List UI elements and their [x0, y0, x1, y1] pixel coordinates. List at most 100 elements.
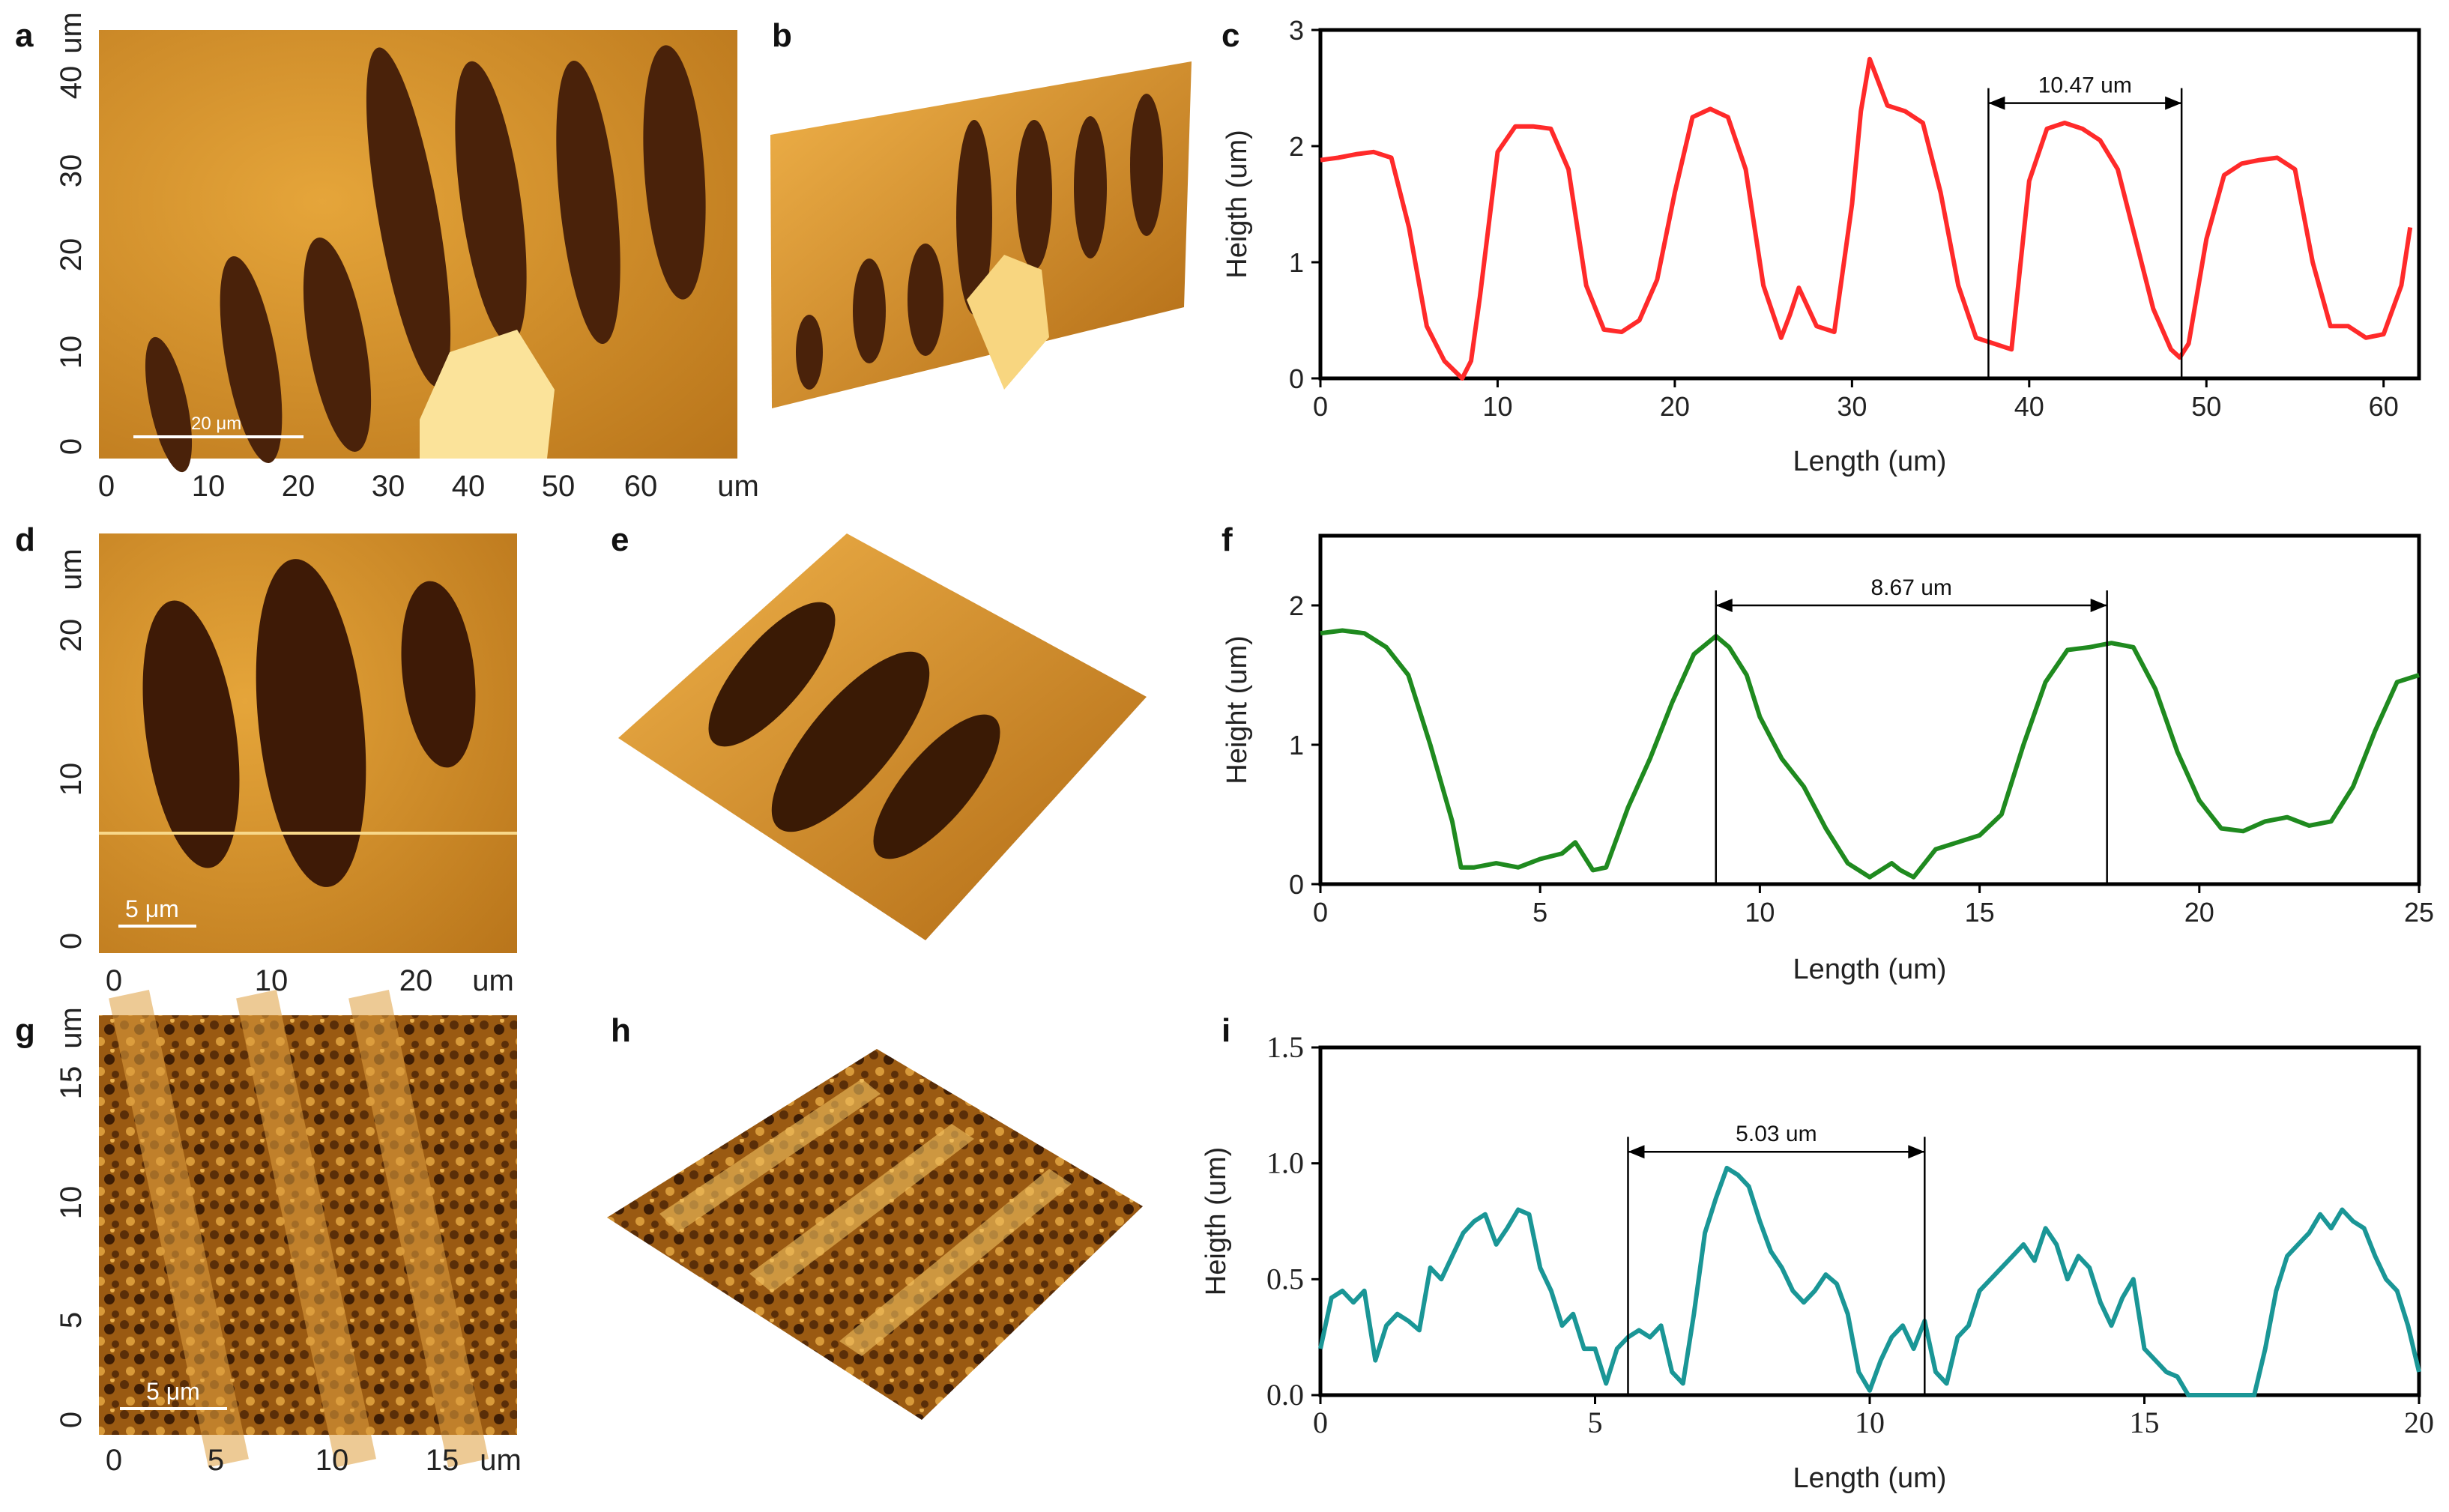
- x-tick-g-3: 15: [426, 1444, 459, 1477]
- x-tick-label-f-4: 20: [2184, 897, 2214, 928]
- panel-letter-i: i: [1222, 1012, 1230, 1049]
- y-tick-d-0: 0: [55, 933, 88, 949]
- x-tick-a-2: 20: [282, 470, 315, 503]
- y-tick-a-0: 0: [55, 438, 88, 455]
- series-line-i-0: [1318, 1165, 2421, 1397]
- x-tick-a-5: 50: [542, 470, 576, 503]
- y-axis-label-i: Heigth (um): [1201, 1147, 1232, 1296]
- y-unit-g: um: [55, 1007, 88, 1049]
- x-tick-a-3: 30: [372, 470, 405, 503]
- plot-frame-f: [1318, 533, 2421, 886]
- x-tick-label-f-3: 15: [1965, 897, 1995, 928]
- y-tick-d-1: 10: [55, 763, 88, 796]
- y-tick-a-2: 20: [55, 238, 88, 272]
- annot-arrowhead-left-i: [1628, 1145, 1645, 1159]
- x-tick-label-c-5: 50: [2191, 391, 2221, 422]
- x-axis-label-f: Length (um): [1793, 954, 1947, 985]
- y-tick-label-i-3: 1.5: [1266, 1030, 1304, 1064]
- y-tick-label-f-2: 2: [1289, 590, 1304, 621]
- panel-letter-c: c: [1222, 17, 1239, 54]
- series-line-c-0: [1320, 56, 2413, 381]
- chart-f: f 0 5 10 15 20 25 0 1 2 Length (um) Height (um) 8.67…: [1222, 521, 2434, 985]
- panel-g: g 5 μm 0 5 10 15 um 0 5 10 15 um: [15, 990, 522, 1477]
- y-tick-label-c-3: 3: [1289, 15, 1304, 46]
- x-tick-g-2: 10: [315, 1444, 349, 1477]
- x-unit-g: um: [480, 1444, 522, 1477]
- annot-arrowhead-right-c: [2165, 96, 2182, 110]
- panel-d: d 5 μm 0 10 20 um 0 10 20 um: [15, 521, 517, 997]
- panel-letter-b: b: [772, 17, 792, 54]
- x-tick-label-c-0: 0: [1313, 391, 1328, 422]
- x-tick-label-c-1: 10: [1482, 391, 1512, 422]
- panel-letter-e: e: [611, 521, 629, 558]
- y-tick-d-2: 20: [55, 619, 88, 653]
- y-tick-label-i-1: 0.5: [1266, 1262, 1304, 1295]
- x-tick-label-i-4: 20: [2404, 1406, 2434, 1439]
- scale-bar-label-g: 5 μm: [146, 1378, 200, 1405]
- x-tick-label-c-2: 20: [1660, 391, 1690, 422]
- x-tick-label-f-1: 5: [1532, 897, 1547, 928]
- plot-frame-c: [1318, 28, 2421, 381]
- x-tick-a-4: 40: [452, 470, 486, 503]
- y-ticks-d: 0 10 20 um: [55, 548, 88, 949]
- panel-letter-f: f: [1222, 521, 1233, 558]
- y-tick-a-1: 10: [55, 336, 88, 369]
- y-tick-g-2: 10: [55, 1186, 88, 1220]
- y-tick-label-c-1: 1: [1289, 247, 1304, 278]
- x-tick-a-6: 60: [624, 470, 658, 503]
- panel-letter-h: h: [611, 1012, 631, 1049]
- x-tick-label-i-1: 5: [1588, 1406, 1603, 1439]
- afm-3d-ridges-h: [659, 1079, 1072, 1356]
- panel-letter-a: a: [15, 17, 34, 54]
- y-tick-g-3: 15: [55, 1066, 88, 1100]
- x-unit-d: um: [472, 964, 514, 997]
- y-tick-g-1: 5: [55, 1312, 88, 1328]
- plot-frame-i: [1318, 1045, 2421, 1397]
- afm-ridges-g: [109, 990, 489, 1468]
- x-tick-label-f-5: 25: [2404, 897, 2434, 928]
- x-tick-label-c-4: 40: [2014, 391, 2044, 422]
- y-tick-label-f-0: 0: [1289, 869, 1304, 900]
- afm-defect-a: [420, 330, 555, 459]
- y-axis-label-f: Height (um): [1222, 635, 1253, 784]
- scale-bar-label-d: 5 μm: [125, 895, 179, 922]
- afm-3d-defect-b: [967, 255, 1049, 390]
- chart-c: c 0 10 20 30 40 50 60 0 1 2 3 Length (um) Heigth (um)…: [1222, 15, 2421, 477]
- panel-h: h: [607, 1012, 1143, 1420]
- panel-b: b: [770, 17, 1192, 408]
- x-tick-label-i-3: 15: [2130, 1406, 2160, 1439]
- x-tick-label-f-2: 10: [1745, 897, 1775, 928]
- x-ticks-a: 0 10 20 30 40 50 60 um: [98, 470, 759, 503]
- annot-arrowhead-right-f: [2090, 599, 2107, 612]
- x-tick-label-c-3: 30: [1837, 391, 1867, 422]
- x-tick-d-2: 20: [399, 964, 433, 997]
- y-axis-label-c: Heigth (um): [1222, 130, 1253, 279]
- afm-stripes-a: [145, 45, 706, 473]
- afm-3d-grooves-e: [708, 602, 1000, 859]
- x-tick-label-f-0: 0: [1313, 897, 1328, 928]
- x-tick-d-0: 0: [106, 964, 122, 997]
- annot-arrowhead-left-c: [1988, 96, 2005, 110]
- afm-stripes-d: [142, 559, 476, 887]
- y-tick-g-0: 0: [55, 1412, 88, 1428]
- x-unit-a: um: [717, 470, 759, 503]
- scale-bar-label-a: 20 μm: [191, 414, 241, 434]
- x-axis-label-c: Length (um): [1793, 446, 1947, 477]
- x-ticks-d: 0 10 20 um: [106, 964, 514, 997]
- chart-i: i 0 5 10 15 20 0.0 0.5 1.0 1.5 Length (um) Heigth (…: [1201, 1012, 2434, 1494]
- x-ticks-g: 0 5 10 15 um: [106, 1444, 522, 1477]
- annot-arrowhead-right-i: [1908, 1145, 1925, 1159]
- y-tick-label-i-2: 1.0: [1266, 1146, 1304, 1180]
- y-unit-a: um: [55, 12, 88, 54]
- annot-label-i: 5.03 um: [1736, 1122, 1817, 1146]
- panel-e: e: [611, 521, 1147, 940]
- annot-label-c: 10.47 um: [2038, 73, 2132, 98]
- y-unit-d: um: [55, 548, 88, 590]
- y-tick-a-4: 40: [55, 66, 88, 100]
- x-tick-label-c-6: 60: [2369, 391, 2399, 422]
- x-tick-g-1: 5: [208, 1444, 224, 1477]
- y-tick-label-c-2: 2: [1289, 131, 1304, 162]
- x-tick-g-0: 0: [106, 1444, 122, 1477]
- y-ticks-a: 0 10 20 30 40 um: [55, 12, 88, 455]
